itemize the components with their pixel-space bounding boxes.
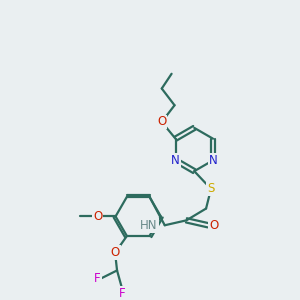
Text: S: S (207, 182, 215, 195)
Text: O: O (157, 116, 167, 128)
Text: N: N (171, 154, 180, 167)
Text: F: F (119, 286, 125, 300)
Text: HN: HN (140, 219, 158, 232)
Text: O: O (93, 210, 103, 223)
Text: O: O (110, 246, 120, 259)
Text: O: O (209, 219, 219, 232)
Text: N: N (208, 154, 217, 167)
Text: F: F (94, 272, 101, 285)
